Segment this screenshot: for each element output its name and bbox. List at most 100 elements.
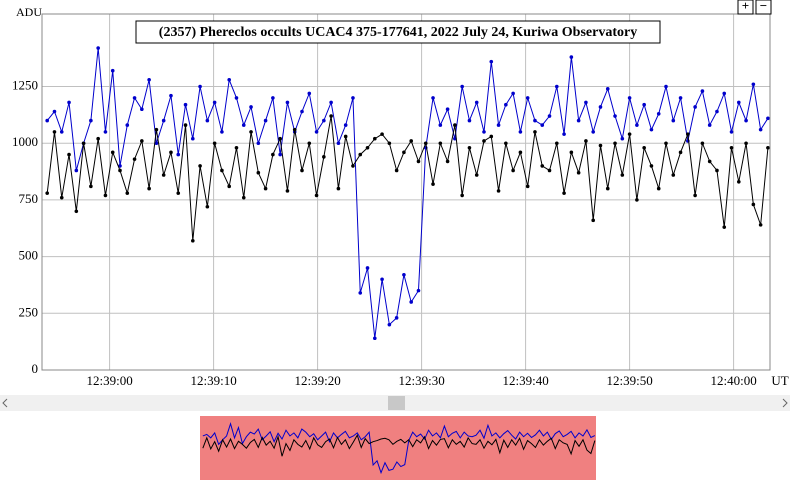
zoom-in-button[interactable] [737,0,754,15]
data-point [387,141,392,146]
y-tick-label: 500 [19,248,39,263]
data-point [729,145,734,150]
zoom-out-label[interactable]: − [760,0,767,13]
data-point [329,114,333,118]
data-point [241,195,246,200]
data-point [74,168,79,173]
data-point [511,168,515,173]
data-point [96,136,100,141]
scroll-left[interactable] [2,398,8,408]
data-point [300,168,304,173]
data-point [394,316,399,320]
data-point [52,130,57,134]
data-point [169,93,173,98]
data-point [132,96,137,100]
data-point [278,136,282,141]
y-tick-label: 750 [19,191,39,206]
data-point [511,91,515,96]
data-point [518,150,523,155]
data-point [438,123,443,127]
data-point [431,182,435,186]
data-point [285,189,290,193]
data-point [635,123,639,127]
navigator-window[interactable] [200,416,596,480]
series-line [46,115,769,241]
data-point [576,118,581,123]
data-point [387,322,392,327]
data-point [474,173,479,177]
data-point [766,145,770,150]
data-point [373,336,377,341]
data-point [664,84,668,89]
data-point [59,130,64,134]
data-point [598,105,603,109]
data-point [591,218,595,223]
data-point [256,170,261,175]
zoom-in-label[interactable]: + [742,0,749,13]
data-point [605,186,610,191]
data-point [198,84,202,89]
data-point [620,173,625,177]
data-point [191,136,195,141]
x-tick-label: 12:40:00 [710,373,756,388]
data-point [547,114,552,118]
y-tick-label: 1000 [12,134,38,149]
data-point [751,82,756,87]
zoom-out-button[interactable] [755,0,772,15]
data-point [322,155,326,159]
data-point [191,238,195,243]
data-point [707,123,712,127]
data-point [409,300,414,304]
data-point [693,105,697,109]
data-point [707,159,712,164]
data-point [737,179,741,184]
data-point [402,150,406,155]
data-point [212,141,217,146]
data-point [678,96,683,100]
data-point [584,100,588,105]
data-point [176,152,181,157]
data-point [89,118,93,123]
data-point [584,139,588,143]
data-point [234,145,239,150]
data-point [118,164,122,168]
data-point [249,105,253,109]
x-axis-label: UT [771,373,788,388]
data-point [525,96,530,100]
series-line [46,47,769,339]
data-point [700,141,705,146]
data-point [504,102,508,107]
data-point [416,288,421,293]
data-point [562,132,566,136]
chart-title: (2357) Phereclos occults UCAC4 375-17764… [159,25,637,40]
scroll-thumb[interactable] [388,396,405,410]
data-point [271,96,275,100]
data-point [576,170,581,175]
data-point [722,91,727,96]
data-point [627,96,632,100]
navigator-line [202,422,596,475]
data-point [649,127,654,132]
data-point [474,100,479,105]
data-point [489,59,494,64]
data-point [176,191,181,195]
data-point [256,141,261,146]
data-point [525,184,530,189]
data-point [358,152,363,157]
data-point [183,102,188,107]
data-point [605,87,610,91]
data-point [656,186,661,191]
scroll-right[interactable] [782,398,788,408]
plot-frame [41,13,771,371]
data-point [45,191,49,195]
data-point [103,193,108,198]
data-point [737,100,741,105]
data-point [81,141,86,146]
data-point [518,130,523,134]
data-point [336,186,341,191]
data-point [198,164,202,168]
data-point [351,96,355,100]
data-point [183,123,188,127]
data-point [438,141,443,146]
